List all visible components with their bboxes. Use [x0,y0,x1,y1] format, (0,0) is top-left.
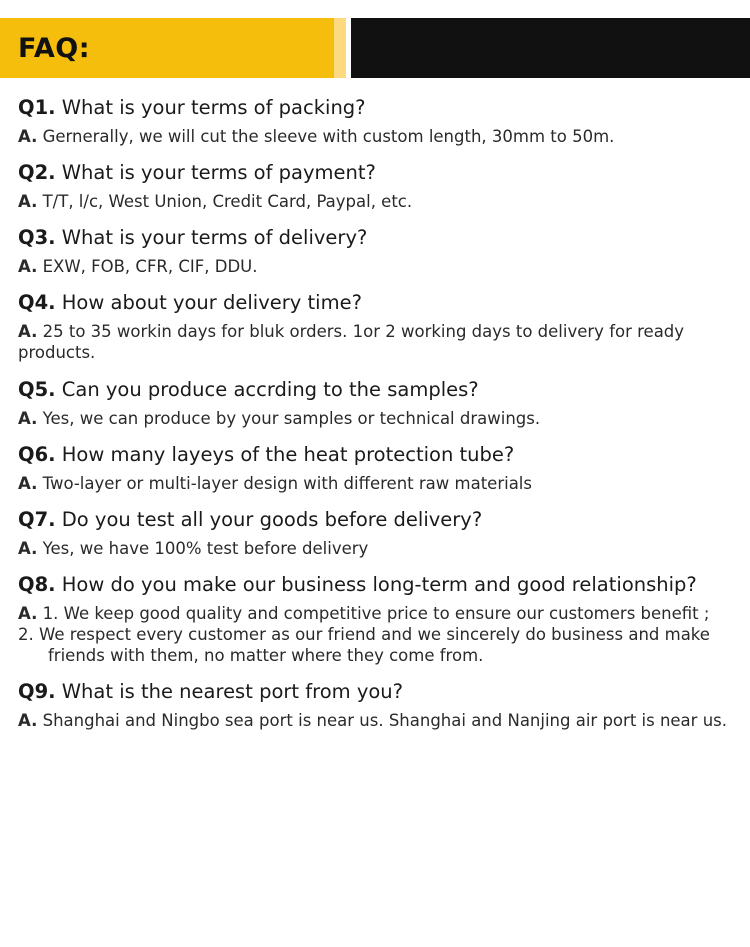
faq-banner-yellow-block: FAQ: [0,18,334,78]
faq-answer-label: A. [18,473,38,493]
faq-answer-text: 25 to 35 workin days for bluk orders. 1o… [18,322,685,363]
faq-item-q7: Q7. Do you test all your goods before de… [18,508,742,559]
faq-question-label: Q2. [18,161,56,185]
faq-question: Q1. What is your terms of packing? [18,96,742,119]
faq-question-label: Q7. [18,507,56,531]
faq-answer-line-2: 2. We respect every customer as our frie… [18,624,742,666]
faq-question-text: What is your terms of packing? [55,96,366,119]
faq-answer-text: Yes, we can produce by your samples or t… [37,408,541,428]
faq-question-label: Q6. [18,442,56,466]
faq-item-q2: Q2. What is your terms of payment? A. T/… [18,161,742,212]
faq-question-text: How do you make our business long-term a… [55,572,697,596]
faq-question-text: What is the nearest port from you? [55,680,403,704]
faq-question: Q4. How about your delivery time? [18,291,742,314]
faq-question-label: Q8. [18,572,56,596]
faq-item-q1: Q1. What is your terms of packing? A. Ge… [18,96,742,147]
faq-answer-label: A. [18,257,38,277]
faq-question: Q2. What is your terms of payment? [18,161,742,184]
faq-question-text: Do you test all your goods before delive… [55,507,483,531]
faq-banner-gap [346,18,351,78]
page-title: FAQ: [18,32,90,64]
faq-item-q3: Q3. What is your terms of delivery? A. E… [18,226,742,277]
faq-answer-label: A. [18,322,38,342]
faq-question-text: What is your terms of payment? [55,161,376,185]
faq-answer-label: A. [18,603,38,623]
faq-answer-label: A. [18,408,38,428]
faq-answer-text: Two-layer or multi-layer design with dif… [37,473,532,493]
faq-answer-text: T/T, l/c, West Union, Credit Card, Paypa… [37,192,413,212]
faq-item-q4: Q4. How about your delivery time? A. 25 … [18,291,742,363]
faq-answer: A. 25 to 35 workin days for bluk orders.… [18,321,742,363]
faq-banner-yellow-edge [334,18,346,78]
faq-answer: A. EXW, FOB, CFR, CIF, DDU. [18,256,742,277]
faq-answer-text: Gernerally, we will cut the sleeve with … [37,127,615,146]
faq-answer-text: Yes, we have 100% test before delivery [37,538,369,558]
faq-answer: A. Two-layer or multi-layer design with … [18,473,742,494]
faq-answer-text: 1. We keep good quality and competitive … [37,603,710,623]
faq-answer-text: EXW, FOB, CFR, CIF, DDU. [37,257,258,277]
faq-question-text: Can you produce accrding to the samples? [55,377,479,401]
faq-question: Q6. How many layeys of the heat protecti… [18,443,742,466]
faq-answer-label: A. [18,538,38,558]
faq-answer: A. Gernerally, we will cut the sleeve wi… [18,126,742,147]
faq-answer-label: A. [18,192,38,212]
faq-answer: A. 1. We keep good quality and competiti… [18,603,742,666]
faq-answer-text: Shanghai and Ningbo sea port is near us.… [37,711,727,731]
faq-list: Q1. What is your terms of packing? A. Ge… [0,96,750,745]
faq-question: Q3. What is your terms of delivery? [18,226,742,249]
faq-item-q5: Q5. Can you produce accrding to the samp… [18,378,742,429]
faq-answer: A. Yes, we have 100% test before deliver… [18,538,742,559]
faq-answer-label: A. [18,127,38,146]
faq-question-label: Q4. [18,291,56,315]
faq-item-q8: Q8. How do you make our business long-te… [18,573,742,666]
faq-item-q9: Q9. What is the nearest port from you? A… [18,680,742,731]
faq-question-text: How about your delivery time? [55,291,362,315]
faq-question: Q9. What is the nearest port from you? [18,680,742,703]
faq-answer: A. Yes, we can produce by your samples o… [18,408,742,429]
faq-answer: A. Shanghai and Ningbo sea port is near … [18,710,742,731]
faq-question-text: How many layeys of the heat protection t… [55,442,515,466]
faq-answer-line-1: A. 1. We keep good quality and competiti… [18,603,742,624]
faq-question: Q7. Do you test all your goods before de… [18,508,742,531]
faq-question: Q5. Can you produce accrding to the samp… [18,378,742,401]
faq-question-label: Q3. [18,226,56,250]
faq-question-label: Q1. [18,96,56,119]
faq-question-label: Q5. [18,377,56,401]
faq-answer: A. T/T, l/c, West Union, Credit Card, Pa… [18,191,742,212]
faq-question: Q8. How do you make our business long-te… [18,573,742,596]
faq-answer-label: A. [18,711,38,731]
faq-question-label: Q9. [18,680,56,704]
faq-banner: FAQ: [0,18,750,78]
faq-banner-black-block [351,18,750,78]
faq-answer-text: 2. We respect every customer as our frie… [18,624,710,666]
faq-question-text: What is your terms of delivery? [55,226,368,250]
faq-item-q6: Q6. How many layeys of the heat protecti… [18,443,742,494]
